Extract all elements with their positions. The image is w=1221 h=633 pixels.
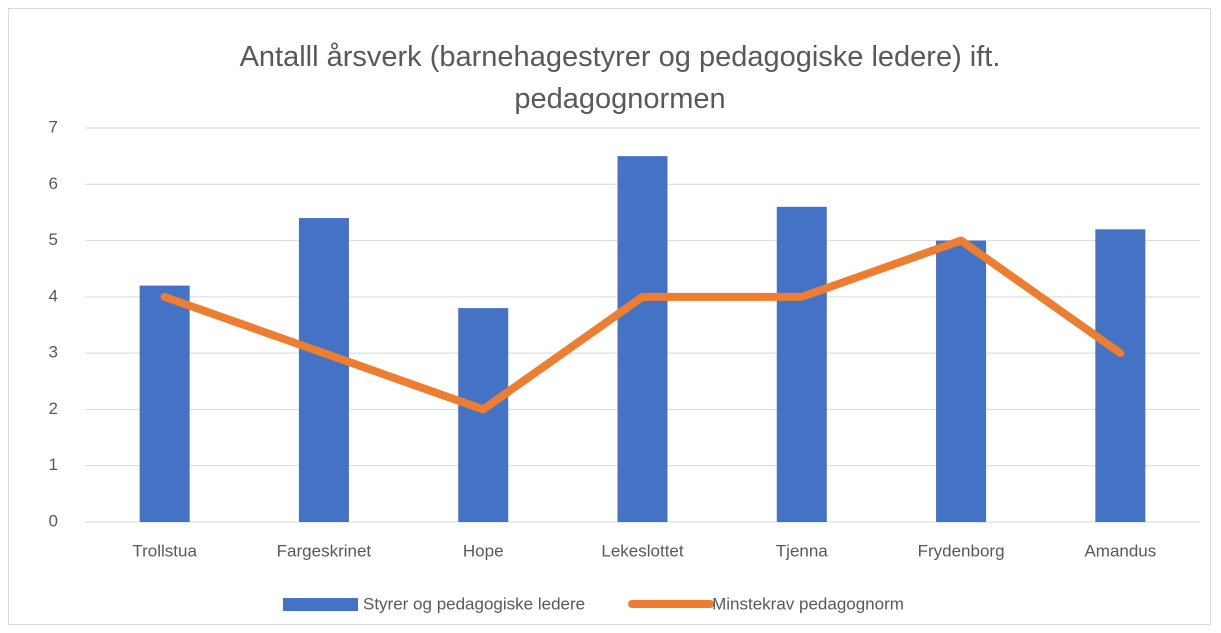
y-tick-label: 5 [49, 230, 58, 249]
y-tick-label: 2 [49, 399, 58, 418]
line [160, 236, 1125, 414]
bar [1095, 229, 1146, 523]
x-tick-label: Tjenna [776, 541, 829, 560]
legend-swatch [283, 598, 358, 611]
chart-title: Antalll årsverk (barnehagestyrer og peda… [239, 41, 1001, 115]
y-tick-label: 6 [49, 174, 58, 193]
y-tick-label: 4 [49, 286, 58, 305]
bar [936, 240, 987, 523]
bar [776, 206, 827, 523]
x-tick-label: Lekeslottet [601, 541, 683, 560]
legend-label: Minstekrav pedagognorm [712, 594, 904, 613]
x-tick-label: Frydenborg [918, 541, 1005, 560]
y-tick-label: 3 [49, 343, 58, 362]
legend-label: Styrer og pedagogiske ledere [363, 594, 585, 613]
x-tick-label: Hope [463, 541, 504, 560]
bar [458, 308, 509, 522]
x-tick-label: Trollstua [132, 541, 197, 560]
bar [139, 285, 190, 522]
chart-frame [8, 8, 1211, 625]
x-tick-label: Amandus [1084, 541, 1156, 560]
y-tick-label: 0 [49, 511, 58, 530]
bar [617, 156, 668, 522]
y-tick-label: 7 [49, 117, 58, 136]
x-tick-label: Fargeskrinet [277, 541, 372, 560]
y-tick-label: 1 [49, 455, 58, 474]
bar [298, 218, 349, 523]
